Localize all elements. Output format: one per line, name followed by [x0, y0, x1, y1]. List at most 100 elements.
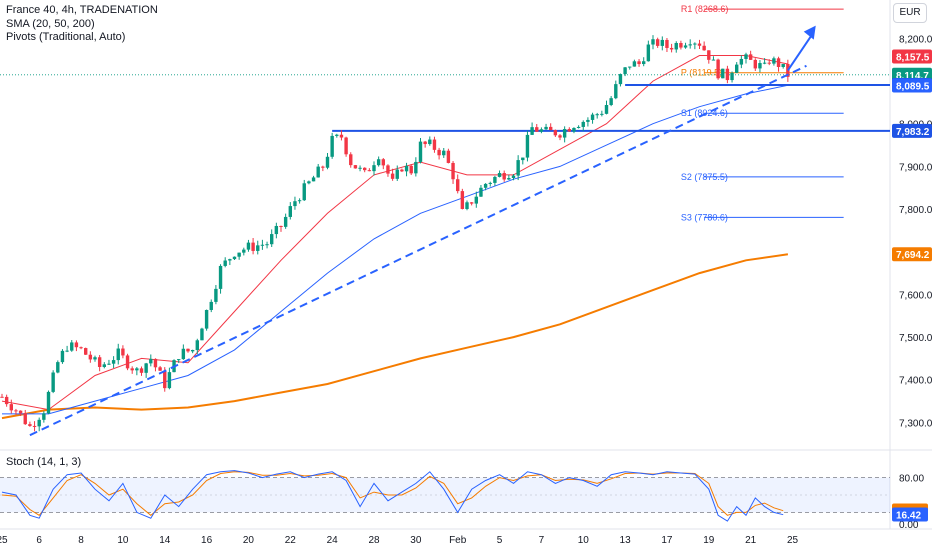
candle-down: [84, 348, 88, 355]
candle-down: [469, 202, 474, 204]
candle-up: [223, 260, 227, 266]
candle-up: [465, 202, 469, 209]
candle-up: [228, 259, 232, 261]
candle-up: [135, 368, 139, 371]
candle-down: [363, 167, 367, 171]
candle-up: [688, 44, 692, 46]
candle-up: [218, 265, 223, 289]
candle-down: [767, 62, 771, 64]
stoch-k-line: [1, 470, 784, 522]
sma-legend[interactable]: SMA (20, 50, 200): [6, 18, 95, 30]
sma20-tag: [892, 49, 932, 64]
candle-up: [297, 200, 302, 202]
candle-up: [260, 244, 265, 246]
candle-up: [70, 342, 74, 351]
candle-down: [400, 169, 404, 172]
candle-up: [316, 166, 320, 178]
candle-down: [79, 347, 83, 349]
sma200-tag-label: 7,694.2: [896, 250, 930, 261]
candle-up: [209, 301, 213, 310]
candle-down: [349, 154, 353, 166]
time-tick-label: 17: [661, 535, 673, 546]
candle-down: [251, 242, 255, 251]
pivot-label: S2 (7875.5): [681, 172, 728, 182]
candle-up: [116, 348, 120, 361]
candle-up: [730, 72, 734, 81]
candle-up: [744, 54, 748, 59]
price-tick-label: 7,500.0: [899, 333, 932, 344]
candle-down: [18, 410, 23, 414]
trendline: [29, 64, 807, 437]
candle-up: [311, 177, 316, 182]
candle-up: [376, 159, 381, 166]
price-axis[interactable]: 7,300.07,400.07,500.07,600.07,700.07,800…: [892, 34, 932, 531]
candle-down: [139, 368, 144, 373]
support-lower-tag: [892, 123, 932, 138]
candle-up: [204, 309, 209, 329]
candle-up: [772, 58, 776, 64]
candle-up: [572, 127, 576, 132]
candle-up: [335, 134, 339, 136]
candle-down: [456, 179, 460, 192]
sma200-layer: [1, 253, 789, 420]
symbol-title[interactable]: France 40, 4h, TRADENATION: [6, 4, 158, 16]
trendline-layer[interactable]: [29, 25, 816, 437]
candle-up: [739, 58, 744, 65]
bullish-arrow-shaft: [787, 33, 814, 71]
candle-down: [130, 368, 134, 371]
sma200-tag: [892, 247, 932, 262]
price-tick-label: 7,400.0: [899, 376, 932, 387]
pivot-label: S1 (8024.6): [681, 108, 728, 118]
candle-up: [721, 68, 725, 79]
candle-down: [702, 45, 706, 51]
candle-up: [497, 173, 502, 177]
candle-up: [642, 61, 646, 65]
time-tick-label: 10: [578, 535, 590, 546]
candle-up: [758, 63, 762, 69]
candle-down: [121, 348, 125, 356]
candle-up: [614, 84, 618, 99]
candle-up: [167, 372, 172, 389]
candle-up: [46, 391, 51, 414]
candle-up: [683, 45, 688, 48]
stoch-tick-label: 80.00: [899, 474, 924, 485]
candle-up: [325, 156, 330, 168]
support-lines: [0, 74, 890, 132]
candle-down: [637, 61, 641, 65]
price-tick-label: 7,900.0: [899, 162, 932, 173]
candle-up: [544, 126, 548, 130]
candles: [0, 35, 790, 432]
time-tick-label: 19: [703, 535, 715, 546]
candle-up: [488, 182, 492, 184]
price-tick-label: 8,200.0: [899, 34, 932, 45]
candle-up: [418, 141, 423, 162]
candle-down: [158, 367, 162, 371]
pivots-legend[interactable]: Pivots (Traditional, Auto): [6, 31, 126, 43]
candle-down: [665, 39, 669, 48]
candle-up: [428, 139, 432, 145]
candle-down: [97, 357, 102, 367]
candle-up: [37, 419, 41, 427]
time-tick-label: 30: [410, 535, 422, 546]
candle-down: [451, 162, 455, 180]
time-axis[interactable]: 25 6 8 10 14 16 20 22 24 28 30 Feb 5 7 10 13 17 19 21 25: [0, 535, 798, 546]
candle-up: [372, 165, 376, 172]
candle-up: [511, 175, 516, 179]
candle-down: [163, 370, 167, 389]
candle-up: [293, 201, 297, 207]
candle-up: [256, 245, 260, 251]
candle-up: [660, 39, 664, 46]
candle-up: [190, 350, 195, 352]
time-tick-label: 22: [285, 535, 297, 546]
time-tick-label: 8: [78, 535, 84, 546]
currency-button[interactable]: EUR: [893, 3, 927, 23]
candle-up: [595, 114, 599, 116]
candle-up: [474, 196, 478, 204]
sma200-line: [1, 253, 789, 420]
stoch-legend[interactable]: Stoch (14, 1, 3): [6, 456, 82, 468]
candle-down: [776, 58, 781, 67]
candle-up: [762, 62, 767, 64]
candle-down: [535, 127, 539, 132]
time-tick-label: 16: [201, 535, 213, 546]
